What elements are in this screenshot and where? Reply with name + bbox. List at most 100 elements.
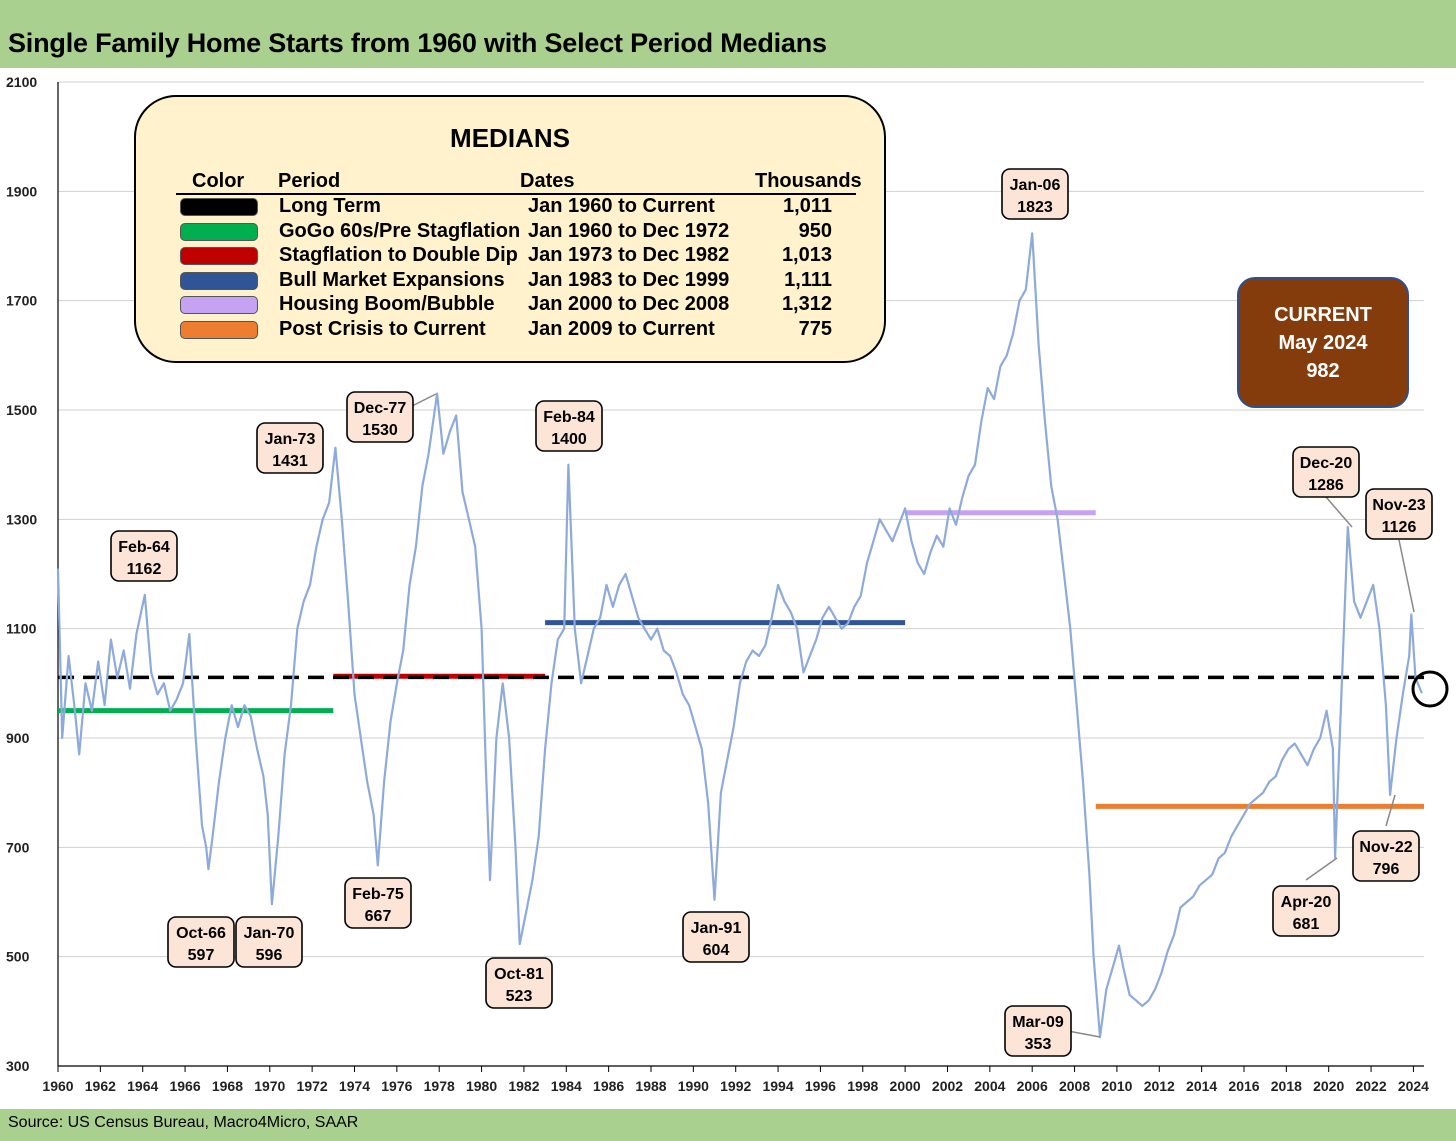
legend-dates: Jan 2000 to Dec 2008 (528, 293, 730, 315)
annotation-leader (1398, 539, 1415, 613)
annotation-date: Jan-70 (244, 925, 295, 942)
current-box: CURRENT May 2024 982 (1237, 277, 1409, 408)
annotation-value: 1162 (127, 561, 162, 578)
x-tick-label: 1996 (805, 1078, 836, 1094)
x-tick-label: 1984 (551, 1078, 582, 1094)
annotation-box (485, 957, 553, 1009)
current-date: May 2024 (1278, 332, 1368, 354)
annotation-value: 1431 (272, 453, 308, 470)
annotation-date: Apr-20 (1281, 894, 1332, 911)
y-tick-label: 500 (6, 949, 30, 965)
annotation-box (1272, 885, 1340, 937)
annotation-date: Feb-84 (543, 409, 595, 426)
x-tick-label: 1972 (297, 1078, 328, 1094)
x-tick-label: 2002 (932, 1078, 963, 1094)
x-tick-label: 1998 (847, 1078, 878, 1094)
legend-swatch (180, 222, 258, 241)
x-tick-label: 1960 (42, 1078, 73, 1094)
annotation-date: Feb-75 (352, 886, 404, 903)
y-tick-label: 900 (6, 730, 30, 746)
annotation-date: Feb-64 (118, 539, 170, 556)
annotation-box (1001, 168, 1069, 220)
legend-swatch (180, 271, 258, 290)
x-tick-label: 2012 (1144, 1078, 1175, 1094)
annotation-leader (1067, 1030, 1101, 1038)
legend-value: 950 (798, 219, 832, 242)
source-note: Source: US Census Bureau, Macro4Micro, S… (8, 1114, 359, 1131)
annotation-date: Jan-73 (265, 431, 316, 448)
legend-col-dates: Dates (520, 170, 575, 192)
x-tick-label: 2020 (1313, 1078, 1344, 1094)
annotation-date: Nov-22 (1359, 839, 1412, 856)
y-tick-label: 300 (6, 1058, 30, 1074)
legend-value: 775 (798, 317, 832, 340)
annotation-date: Oct-66 (176, 925, 226, 942)
legend-dates: Jan 2009 to Current (528, 317, 715, 340)
annotation-value: 604 (703, 942, 730, 959)
legend-swatch (180, 198, 258, 216)
y-tick-label: 1100 (6, 621, 37, 637)
annotation-box (535, 400, 603, 452)
current-value: 982 (1306, 360, 1340, 382)
x-tick-label: 2018 (1271, 1078, 1302, 1094)
legend-dates: Jan 1960 to Dec 1972 (528, 219, 730, 242)
x-tick-label: 1968 (212, 1078, 243, 1094)
annotation-value: 597 (188, 947, 215, 964)
annotation-box (110, 530, 178, 582)
legend-value: 1,011 (783, 195, 832, 217)
annotation-box (1004, 1005, 1072, 1057)
annotation-box (1292, 446, 1360, 498)
y-tick-label: 1900 (6, 183, 37, 199)
legend-swatch (180, 296, 258, 314)
legend-period: Post Crisis to Current (279, 317, 486, 340)
annotations: Feb-64 1162 Oct-66 597 Jan-70 596 Jan-73 1431 Fe… (110, 168, 1433, 1057)
legend-row: Long Term Jan 1960 to Current 1,011 (136, 195, 884, 219)
legend-row: GoGo 60s/Pre Stagflation Jan 1960 to Dec … (136, 220, 884, 244)
annotation-value: 796 (1373, 861, 1400, 878)
annotation-value: 353 (1025, 1036, 1052, 1053)
y-tick-label: 700 (6, 839, 30, 855)
title-bar (0, 0, 1456, 68)
x-tick-label: 2014 (1186, 1078, 1217, 1094)
y-tick-label: 1700 (6, 293, 37, 309)
annotation-value: 667 (365, 908, 392, 925)
x-tick-label: 2008 (1059, 1078, 1090, 1094)
legend-value: 1,111 (784, 268, 832, 291)
x-tick-label: 2016 (1228, 1078, 1259, 1094)
axes: 300 500 700 900 1100 1300 1500 1700 1900 2100 1960… (6, 74, 1429, 1094)
annotation-value: 1126 (1382, 519, 1417, 536)
x-tick-label: 1990 (678, 1078, 709, 1094)
legend-heading: MEDIANS (450, 123, 570, 153)
y-tick-label: 2100 (6, 74, 37, 90)
annotation-leader (1385, 794, 1396, 827)
x-tick-label: 1980 (466, 1078, 497, 1094)
legend-row: Bull Market Expansions Jan 1983 to Dec 19… (136, 269, 884, 293)
y-tick-label: 1500 (6, 402, 37, 418)
annotation-value: 1823 (1017, 199, 1053, 216)
medians-legend: MEDIANS Color Period Dates Thousands Lon… (134, 95, 886, 363)
current-marker-circle (1411, 670, 1449, 708)
x-tick-label: 1978 (424, 1078, 455, 1094)
annotation-date: Jan-06 (1010, 177, 1061, 194)
x-tick-label: 1976 (381, 1078, 412, 1094)
x-tick-label: 1964 (127, 1078, 158, 1094)
annotation-date: Mar-09 (1012, 1014, 1064, 1031)
series-line (56, 232, 1423, 1039)
x-tick-label: 1974 (339, 1078, 370, 1094)
annotation-value: 1530 (362, 422, 398, 439)
x-tick-label: 2010 (1101, 1078, 1132, 1094)
x-tick-label: 1982 (508, 1078, 539, 1094)
annotation-value: 1400 (551, 431, 587, 448)
x-tick-label: 2004 (974, 1078, 1005, 1094)
y-tick-label: 1300 (6, 511, 37, 527)
annotation-box (1352, 830, 1420, 882)
legend-period: Bull Market Expansions (279, 268, 505, 291)
annotation-value: 596 (256, 947, 283, 964)
legend-dates: Jan 1973 to Dec 1982 (528, 244, 730, 266)
annotation-date: Jan-91 (691, 920, 742, 937)
chart-title: Single Family Home Starts from 1960 with… (8, 28, 827, 58)
annotation-date: Nov-23 (1372, 497, 1425, 514)
current-label: CURRENT (1274, 304, 1372, 326)
legend-period: Long Term (279, 195, 381, 217)
